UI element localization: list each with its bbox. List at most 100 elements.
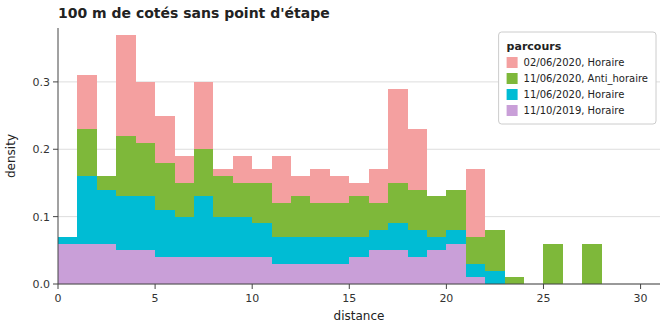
legend-swatch xyxy=(507,73,518,84)
bar-segment xyxy=(97,244,116,284)
grid-line xyxy=(58,284,660,285)
y-axis-label: density xyxy=(4,134,18,178)
bar-segment xyxy=(349,257,368,284)
bar-segment xyxy=(310,169,329,203)
bar-segment xyxy=(291,176,310,196)
bar-segment xyxy=(58,236,77,237)
bar-segment xyxy=(272,264,291,284)
bar-segment xyxy=(485,271,504,284)
legend-label: 11/06/2020, Horaire xyxy=(524,89,625,100)
bar-segment xyxy=(388,89,407,183)
bar-segment xyxy=(310,264,329,284)
legend: parcours 02/06/2020, Horaire 11/06/2020, A… xyxy=(499,32,656,124)
legend-label: 02/06/2020, Horaire xyxy=(524,57,625,68)
legend-title: parcours xyxy=(507,40,562,53)
x-tick xyxy=(543,284,544,289)
bar-segment xyxy=(116,250,135,284)
series xyxy=(77,35,485,237)
bar-segment xyxy=(97,176,116,177)
bar-segment xyxy=(427,196,446,236)
y-tick-label: 0.2 xyxy=(33,143,51,156)
bar-segment xyxy=(233,217,252,257)
bar-segment xyxy=(349,196,368,236)
x-tick xyxy=(58,284,59,289)
bar-segment xyxy=(233,183,252,217)
x-tick-label: 20 xyxy=(439,292,453,305)
bar-segment xyxy=(175,257,194,284)
bar-segment xyxy=(408,129,427,190)
bar-segment xyxy=(175,183,194,217)
bar-segment xyxy=(369,230,388,250)
bar-segment xyxy=(194,257,213,284)
bar-segment xyxy=(252,169,271,182)
bar-segment xyxy=(175,217,194,257)
bar-segment xyxy=(252,183,271,223)
bar-segment xyxy=(369,250,388,284)
x-tick xyxy=(155,284,156,289)
bar-segment xyxy=(388,223,407,250)
bar-segment xyxy=(233,257,252,284)
y-axis-line xyxy=(58,28,59,284)
bar-segment xyxy=(97,176,116,189)
bar-segment xyxy=(485,230,504,270)
x-tick-label: 30 xyxy=(634,292,648,305)
bar-segment xyxy=(155,210,174,257)
x-tick-label: 0 xyxy=(55,292,62,305)
bar-segment xyxy=(408,230,427,257)
bar-segment xyxy=(485,230,504,231)
bar-segment xyxy=(194,149,213,196)
bar-segment xyxy=(330,176,349,203)
bar-segment xyxy=(155,163,174,210)
bar-segment xyxy=(155,257,174,284)
bar-segment xyxy=(136,196,155,250)
bar-segment xyxy=(136,143,155,197)
bar-segment xyxy=(349,183,368,196)
bar-segment xyxy=(291,196,310,236)
bar-segment xyxy=(252,257,271,284)
bar-segment xyxy=(194,82,213,149)
bar-segment xyxy=(136,250,155,284)
bar-segment xyxy=(97,190,116,244)
bar-segment xyxy=(77,129,96,176)
x-axis-line xyxy=(58,284,660,285)
bar-segment xyxy=(77,75,96,129)
legend-swatch xyxy=(507,105,518,116)
bar-segment xyxy=(272,156,291,203)
bar-segment xyxy=(58,237,77,244)
bar-segment xyxy=(446,230,465,243)
bar-segment xyxy=(77,244,96,284)
bar-segment xyxy=(116,196,135,250)
bar-segment xyxy=(388,250,407,284)
bar-segment xyxy=(466,264,485,277)
bar-segment xyxy=(116,136,135,197)
bar-segment xyxy=(466,169,485,236)
bar-segment xyxy=(194,196,213,257)
x-tick xyxy=(252,284,253,289)
y-tick xyxy=(53,216,58,217)
legend-label: 11/06/2020, Anti_horaire xyxy=(524,73,648,85)
bar-segment xyxy=(213,257,232,284)
bar-segment xyxy=(446,190,465,230)
bar-segment xyxy=(330,203,349,237)
bar-segment xyxy=(136,82,155,143)
bar-segment xyxy=(310,237,329,264)
bar-segment xyxy=(369,169,388,203)
bar-segment xyxy=(233,156,252,183)
bar-segment xyxy=(408,190,427,230)
y-tick xyxy=(53,81,58,82)
bar-segment xyxy=(446,244,465,284)
bar-segment xyxy=(582,243,601,244)
bar-segment xyxy=(116,35,135,136)
legend-label: 11/10/2019, Horaire xyxy=(524,105,625,116)
bar-segment xyxy=(427,196,446,197)
x-tick-label: 5 xyxy=(152,292,159,305)
legend-swatch xyxy=(507,57,518,68)
bar-segment xyxy=(543,244,562,284)
bar-segment xyxy=(213,176,232,216)
bar-segment xyxy=(466,277,485,284)
bar-segment xyxy=(213,169,232,176)
bar-segment xyxy=(582,244,601,284)
bar-segment xyxy=(408,257,427,284)
legend-box xyxy=(499,32,656,124)
bar-segment xyxy=(446,189,465,190)
